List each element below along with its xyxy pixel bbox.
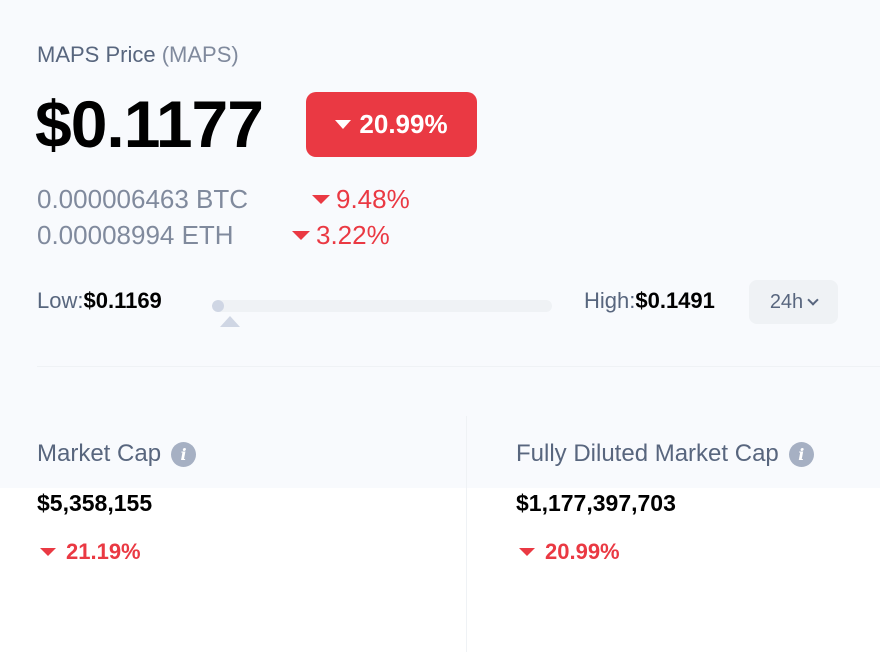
coin-name: MAPS Price (37, 42, 156, 67)
period-dropdown-button[interactable]: 24h (749, 280, 838, 324)
fully-diluted-label: Fully Diluted Market Cap i (516, 440, 814, 468)
price-change-badge: 20.99% (306, 92, 477, 157)
caret-down-icon (292, 231, 310, 240)
price-range-fill (212, 300, 224, 312)
eth-change-value: 3.22% (316, 220, 390, 250)
range-low-value: $0.1169 (83, 288, 162, 313)
fully-diluted-change: 20.99% (519, 539, 620, 565)
fully-diluted-value: $1,177,397,703 (516, 490, 676, 516)
section-divider (37, 366, 880, 367)
range-low: Low:$0.1169 (37, 288, 162, 314)
info-icon[interactable]: i (788, 441, 814, 467)
market-cap-change-value: 21.19% (66, 539, 141, 564)
market-cap-change: 21.19% (40, 539, 141, 565)
market-cap-label-text: Market Cap (37, 440, 162, 467)
market-cap-value: $5,358,155 (37, 490, 153, 516)
eth-conversion-value: 0.00008994 ETH (37, 220, 234, 250)
info-icon[interactable]: i (171, 441, 197, 467)
caret-down-icon (312, 195, 330, 204)
range-high: High:$0.1491 (584, 288, 715, 314)
range-low-label: Low: (37, 288, 84, 313)
caret-down-icon (40, 548, 56, 556)
price-range-marker (219, 316, 240, 327)
price-change-value: 20.99% (359, 109, 448, 139)
eth-conversion-row: 0.00008994 ETH 3.22% (37, 220, 390, 251)
caret-down-icon (519, 548, 535, 556)
caret-down-icon (335, 120, 352, 129)
btc-conversion-value: 0.000006463 BTC (37, 184, 249, 214)
btc-change-value: 9.48% (336, 184, 410, 214)
range-high-value: $0.1491 (635, 288, 715, 313)
chevron-down-icon (807, 294, 819, 306)
page-title: MAPS Price (MAPS) (37, 42, 239, 68)
eth-conversion-change: 3.22% (292, 220, 390, 251)
btc-conversion-row: 0.000006463 BTC 9.48% (37, 184, 410, 215)
btc-conversion-change: 9.48% (312, 184, 410, 215)
market-cap-label: Market Cap i (37, 440, 197, 468)
price-range-bar (212, 300, 552, 312)
range-high-label: High: (584, 288, 636, 313)
fully-diluted-change-value: 20.99% (545, 539, 620, 564)
current-price: $0.1177 (35, 87, 264, 161)
period-label: 24h (769, 290, 804, 313)
stats-column-divider (466, 416, 467, 652)
fully-diluted-label-text: Fully Diluted Market Cap (516, 440, 779, 467)
coin-symbol: (MAPS) (161, 42, 239, 67)
